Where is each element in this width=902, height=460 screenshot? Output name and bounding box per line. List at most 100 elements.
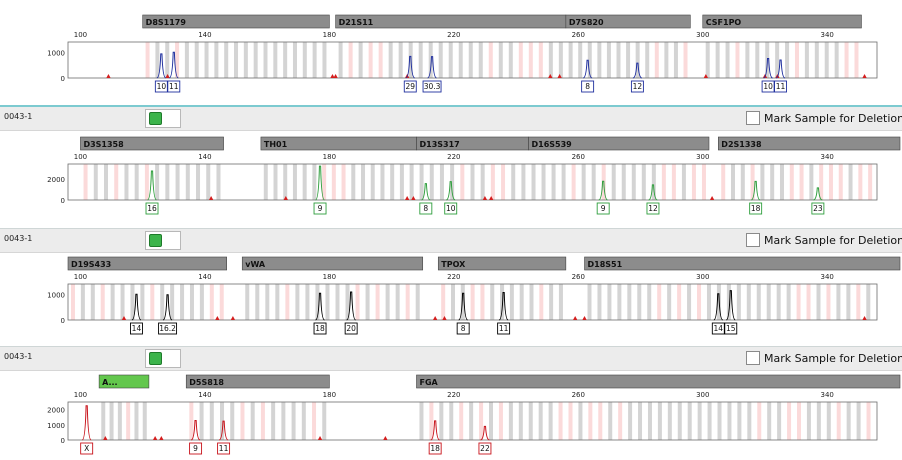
x-tick-label: 100	[74, 273, 87, 281]
peak[interactable]	[405, 55, 415, 79]
allele-call-box[interactable]	[444, 202, 458, 215]
peak[interactable]	[421, 183, 431, 201]
allele-bin	[528, 42, 533, 78]
dye-color-selector[interactable]	[145, 231, 181, 250]
allele-call-box[interactable]	[581, 80, 595, 93]
allele-call-box[interactable]	[130, 322, 143, 335]
allele-call-box[interactable]	[419, 202, 433, 215]
allele-bin	[500, 284, 505, 320]
allele-call-label: 18	[315, 324, 325, 333]
allele-call-box[interactable]	[80, 442, 94, 455]
locus-bar[interactable]	[528, 136, 710, 151]
dye-color-selector[interactable]	[145, 349, 181, 368]
allele-call-box[interactable]	[774, 80, 787, 93]
allele-call-box[interactable]	[313, 322, 327, 335]
peak[interactable]	[346, 291, 356, 321]
locus-bar[interactable]	[142, 14, 330, 29]
allele-bin	[498, 402, 503, 440]
allele-bin	[399, 164, 404, 200]
allele-call-box[interactable]	[630, 80, 644, 93]
allele-call-box[interactable]	[158, 322, 178, 335]
sample-label: 0043-1	[4, 112, 33, 121]
locus-bar[interactable]	[565, 14, 691, 29]
peak[interactable]	[156, 53, 167, 79]
allele-call-box[interactable]	[403, 80, 417, 93]
peak[interactable]	[763, 57, 773, 79]
allele-call-box[interactable]	[422, 80, 442, 93]
allele-bin	[501, 164, 506, 200]
peak[interactable]	[315, 165, 325, 201]
allele-bin	[806, 284, 811, 320]
mark-deletion-checkbox[interactable]: Mark Sample for Deletion	[746, 110, 902, 126]
locus-bar[interactable]	[80, 136, 224, 151]
allele-call-box[interactable]	[217, 442, 231, 455]
allele-call-label: 11	[219, 444, 229, 453]
allele-call-box[interactable]	[167, 80, 181, 93]
peak[interactable]	[427, 56, 437, 79]
peak[interactable]	[81, 405, 92, 441]
allele-call-label: X	[84, 444, 89, 453]
checkbox-box[interactable]	[746, 111, 760, 125]
peak[interactable]	[775, 59, 786, 79]
allele-call-box[interactable]	[145, 202, 159, 215]
y-tick-label: 0	[61, 75, 65, 83]
mark-deletion-checkbox[interactable]: Mark Sample for Deletion	[746, 232, 902, 248]
allele-call-box[interactable]	[724, 322, 738, 335]
allele-call-box[interactable]	[811, 202, 825, 215]
allele-call-box[interactable]	[189, 442, 203, 455]
peak[interactable]	[648, 184, 658, 201]
peak[interactable]	[169, 51, 179, 79]
peak[interactable]	[582, 59, 593, 79]
peak[interactable]	[162, 294, 173, 321]
locus-bar[interactable]	[241, 256, 424, 271]
locus-bar[interactable]	[416, 374, 901, 389]
locus-bar[interactable]	[584, 256, 901, 271]
peak[interactable]	[498, 291, 509, 321]
locus-bar[interactable]	[67, 256, 227, 271]
allele-call-box[interactable]	[646, 202, 660, 215]
locus-bar[interactable]	[185, 374, 330, 389]
locus-bar[interactable]	[718, 136, 901, 151]
allele-bin	[209, 402, 214, 440]
mark-deletion-checkbox[interactable]: Mark Sample for Deletion	[746, 350, 902, 366]
peak[interactable]	[713, 293, 724, 321]
locus-label: D5S818	[189, 378, 224, 387]
peak[interactable]	[446, 181, 456, 201]
x-tick-label: 220	[447, 31, 460, 39]
peak[interactable]	[430, 420, 440, 441]
peak[interactable]	[632, 62, 643, 79]
locus-bar[interactable]	[437, 256, 567, 271]
allele-bin	[511, 164, 516, 200]
allele-call-box[interactable]	[596, 202, 610, 215]
allele-bin	[302, 42, 307, 78]
allele-call-box[interactable]	[497, 322, 511, 335]
allele-call-label: 29	[405, 82, 415, 91]
peak[interactable]	[750, 180, 761, 201]
allele-call-box[interactable]	[313, 202, 327, 215]
peak[interactable]	[218, 420, 229, 441]
peak[interactable]	[131, 293, 142, 321]
allele-bin	[93, 164, 98, 200]
allele-call-label: 30.3	[424, 82, 441, 91]
allele-bin	[687, 284, 692, 320]
locus-bar[interactable]	[702, 14, 862, 29]
locus-bar[interactable]	[98, 374, 150, 389]
allele-call-box[interactable]	[456, 322, 470, 335]
checkbox-box[interactable]	[746, 351, 760, 365]
peak[interactable]	[725, 290, 736, 321]
allele-call-box[interactable]	[749, 202, 763, 215]
x-tick-label: 180	[323, 273, 336, 281]
peak[interactable]	[598, 180, 608, 201]
checkbox-box[interactable]	[746, 233, 760, 247]
allele-call-box[interactable]	[428, 442, 442, 455]
peak[interactable]	[190, 420, 201, 441]
peak[interactable]	[458, 292, 468, 321]
peak[interactable]	[315, 292, 325, 321]
peak[interactable]	[480, 425, 490, 441]
peak[interactable]	[147, 170, 157, 201]
allele-call-box[interactable]	[344, 322, 358, 335]
allele-call-box[interactable]	[478, 442, 492, 455]
peak[interactable]	[813, 187, 823, 201]
dye-color-selector[interactable]	[145, 109, 181, 128]
